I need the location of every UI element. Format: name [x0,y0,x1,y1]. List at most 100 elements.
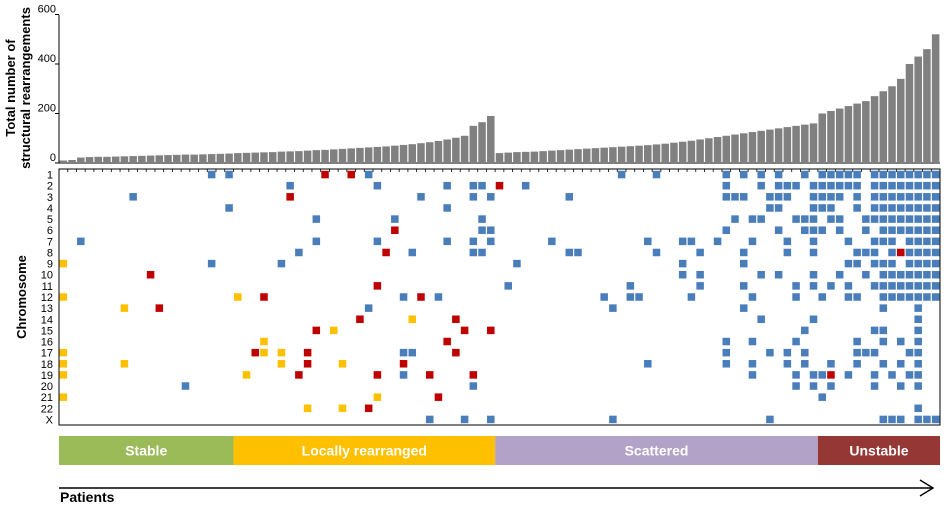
rearrangement-cell [914,226,922,234]
rearrangement-cell [818,226,826,234]
rearrangement-cell [286,193,294,201]
rearrangement-cell [722,360,731,368]
bar [495,153,504,163]
rearrangement-cell [888,270,896,279]
bar [347,148,355,163]
bar [504,152,512,163]
rearrangement-cell [330,326,338,335]
bar [234,153,242,163]
bar [417,143,425,163]
bar [644,145,652,163]
rearrangement-cell [207,259,216,268]
rearrangement-cell [827,204,835,212]
rearrangement-cell [835,170,844,179]
rearrangement-cell [347,170,355,179]
rearrangement-cell [870,382,879,390]
rearrangement-cell [888,193,896,201]
rearrangement-cell [896,382,905,390]
rearrangement-cell [914,270,922,279]
bar [155,155,164,163]
bar [521,151,530,163]
rearrangement-cell [905,348,914,357]
rearrangement-cell [338,360,347,368]
bar [286,151,294,163]
rearrangement-cell [818,371,826,379]
rearrangement-cell [774,204,783,212]
bar [931,34,940,163]
bar [888,86,896,163]
chromosome-label: 7 [47,236,53,248]
bar [835,108,844,163]
rearrangement-cell [931,237,940,246]
rearrangement-cell [460,415,469,424]
bar [696,139,704,163]
rearrangement-cell [914,315,922,324]
rearrangement-cell [678,270,687,279]
rearrangement-cell [870,170,879,179]
rearrangement-cell [626,293,635,301]
rearrangement-cell [399,371,408,379]
bar [556,150,565,163]
rearrangement-cell [809,181,818,190]
rearrangement-cell [862,215,870,223]
rearrangement-cell [408,248,417,257]
rearrangement-cell [774,170,783,179]
chromosome-label: 2 [47,181,53,193]
rearrangement-cell [487,226,495,234]
rearrangement-cell [931,193,940,201]
bar [827,111,835,163]
rearrangement-cell [434,393,443,401]
rearrangement-cell [757,170,765,179]
rearrangement-cell [914,360,922,368]
y-tick-label: 200 [38,102,56,114]
rearrangement-cell [905,170,914,179]
rearrangement-cell [914,415,922,424]
chromosome-axis-label: Chromosome [14,255,29,339]
rearrangement-cell [888,204,896,212]
rearrangement-cell [739,282,748,290]
rearrangement-cell [295,371,303,379]
rearrangement-cell [827,360,835,368]
rearrangement-cell [888,415,896,424]
chromosome-label: 15 [41,325,53,337]
chromosome-label: 11 [42,281,53,293]
rearrangement-cell [801,215,809,223]
rearrangement-cell [809,315,818,324]
rearrangement-cell [931,181,940,190]
chromosome-label: 17 [41,348,53,360]
bar [452,137,460,163]
rearrangement-cell [931,226,940,234]
bar [199,154,207,163]
rearrangement-cell [722,170,731,179]
bar [94,156,103,163]
rearrangement-cell [914,382,922,390]
rearrangement-cell [870,204,879,212]
rearrangement-cell [835,215,844,223]
bar [870,96,879,163]
rearrangement-cell [443,237,451,246]
rearrangement-cell [879,193,888,201]
bar [443,139,451,163]
bar [173,154,181,163]
chromosome-label: 8 [47,247,53,259]
bar [548,150,556,163]
rearrangement-cell [888,215,896,223]
rearrangement-cell [862,270,870,279]
bar [530,151,539,163]
rearrangement-cell [896,170,905,179]
rearrangement-cell [923,415,931,424]
bar [338,148,347,163]
rearrangement-cell [923,293,931,301]
bar-ylabel-line2: structural rearrangements [18,7,33,169]
rearrangement-cell [391,215,399,223]
rearrangement-cell [931,415,940,424]
rearrangement-cell [181,382,190,390]
rearrangement-cell [303,360,312,368]
rearrangement-cell [303,404,312,413]
rearrangement-cell [478,215,486,223]
rearrangement-cell [844,181,853,190]
rearrangement-cell [879,293,888,301]
rearrangement-cell [853,348,861,357]
rearrangement-cell [879,282,888,290]
rearrangement-cell [827,382,835,390]
